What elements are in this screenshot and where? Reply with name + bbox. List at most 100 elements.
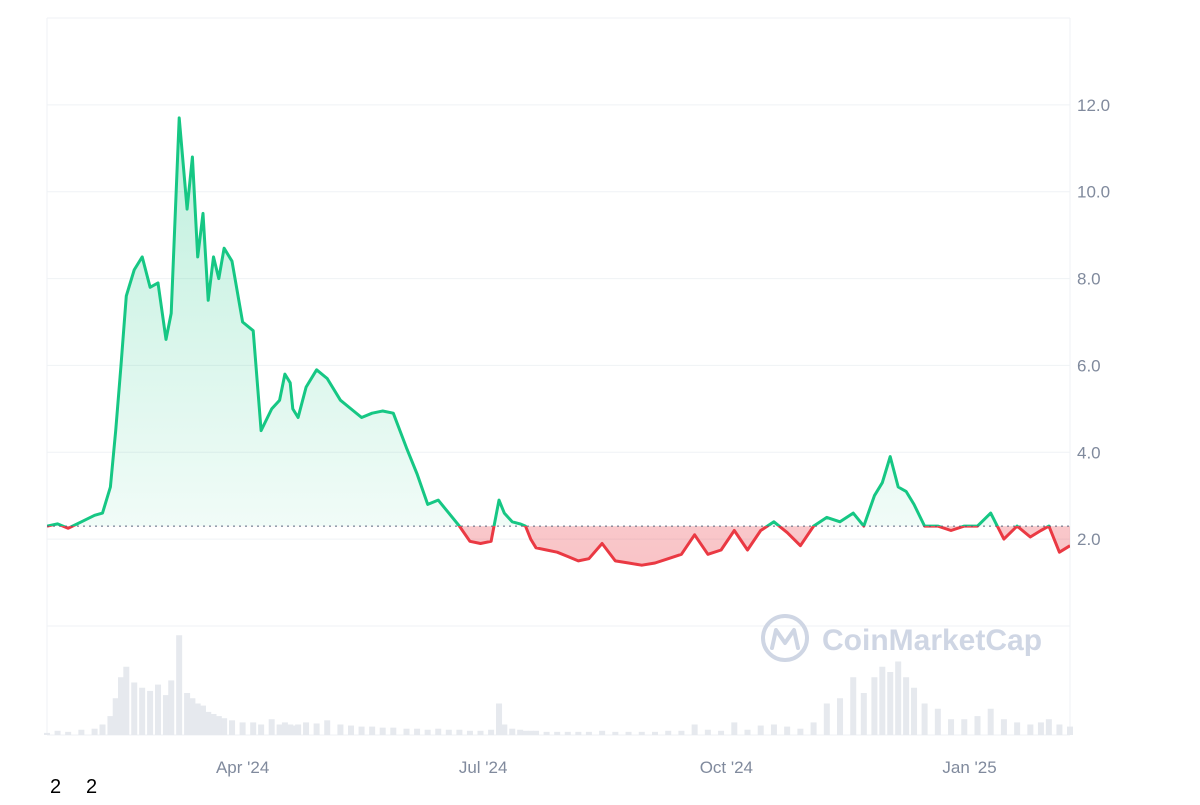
data-point[interactable]	[304, 385, 308, 389]
data-point[interactable]	[391, 411, 395, 415]
data-point[interactable]	[1015, 524, 1019, 528]
data-point[interactable]	[447, 511, 451, 515]
data-point[interactable]	[1068, 544, 1072, 548]
data-point[interactable]	[838, 520, 842, 524]
data-point[interactable]	[283, 372, 287, 376]
data-point[interactable]	[108, 485, 112, 489]
data-point[interactable]	[640, 563, 644, 567]
data-point[interactable]	[230, 259, 234, 263]
data-point[interactable]	[880, 481, 884, 485]
data-point[interactable]	[479, 542, 483, 546]
data-point[interactable]	[706, 552, 710, 556]
data-point[interactable]	[436, 498, 440, 502]
price-line-up[interactable]	[47, 116, 1070, 565]
data-point[interactable]	[124, 294, 128, 298]
data-point[interactable]	[56, 522, 60, 526]
data-point[interactable]	[719, 548, 723, 552]
data-point[interactable]	[627, 561, 631, 565]
data-point[interactable]	[426, 502, 430, 506]
data-point[interactable]	[370, 411, 374, 415]
data-point[interactable]	[288, 381, 292, 385]
data-point[interactable]	[989, 511, 993, 515]
data-point[interactable]	[545, 548, 549, 552]
data-point[interactable]	[278, 398, 282, 402]
data-point[interactable]	[576, 559, 580, 563]
data-point[interactable]	[759, 529, 763, 533]
data-point[interactable]	[772, 520, 776, 524]
data-point[interactable]	[851, 511, 855, 515]
data-point[interactable]	[206, 298, 210, 302]
data-point[interactable]	[524, 524, 528, 528]
data-point[interactable]	[1028, 535, 1032, 539]
data-point[interactable]	[1002, 537, 1006, 541]
data-point[interactable]	[93, 513, 97, 517]
data-point[interactable]	[587, 557, 591, 561]
data-point[interactable]	[196, 255, 200, 259]
data-point[interactable]	[119, 363, 123, 367]
data-point[interactable]	[201, 211, 205, 215]
data-point[interactable]	[904, 489, 908, 493]
data-point[interactable]	[114, 429, 118, 433]
data-point[interactable]	[291, 407, 295, 411]
data-point[interactable]	[177, 116, 181, 120]
data-point[interactable]	[1039, 529, 1043, 533]
data-point[interactable]	[732, 529, 736, 533]
data-point[interactable]	[888, 455, 892, 459]
data-point[interactable]	[190, 155, 194, 159]
data-point[interactable]	[489, 539, 493, 543]
data-point[interactable]	[156, 281, 160, 285]
data-point[interactable]	[693, 533, 697, 537]
data-point[interactable]	[502, 511, 506, 515]
data-point[interactable]	[457, 524, 461, 528]
data-point[interactable]	[164, 337, 168, 341]
data-point[interactable]	[497, 498, 501, 502]
data-point[interactable]	[510, 520, 514, 524]
data-point[interactable]	[529, 537, 533, 541]
data-point[interactable]	[679, 552, 683, 556]
data-point[interactable]	[1057, 550, 1061, 554]
data-point[interactable]	[566, 555, 570, 559]
data-point[interactable]	[241, 320, 245, 324]
data-point[interactable]	[405, 446, 409, 450]
data-point[interactable]	[534, 546, 538, 550]
data-point[interactable]	[555, 550, 559, 554]
data-point[interactable]	[896, 485, 900, 489]
data-point[interactable]	[101, 511, 105, 515]
data-point[interactable]	[140, 255, 144, 259]
data-point[interactable]	[212, 255, 216, 259]
data-point[interactable]	[325, 377, 329, 381]
data-point[interactable]	[259, 429, 263, 433]
data-point[interactable]	[798, 544, 802, 548]
data-point[interactable]	[251, 329, 255, 333]
data-point[interactable]	[785, 531, 789, 535]
data-point[interactable]	[949, 529, 953, 533]
data-point[interactable]	[912, 502, 916, 506]
price-line[interactable]	[45, 116, 1072, 567]
data-point[interactable]	[600, 542, 604, 546]
data-point[interactable]	[66, 526, 70, 530]
data-point[interactable]	[217, 277, 221, 281]
data-point[interactable]	[222, 246, 226, 250]
data-point[interactable]	[746, 548, 750, 552]
data-point[interactable]	[468, 539, 472, 543]
data-point[interactable]	[518, 522, 522, 526]
price-line-down[interactable]	[47, 118, 1070, 567]
data-point[interactable]	[270, 407, 274, 411]
data-point[interactable]	[360, 416, 364, 420]
data-point[interactable]	[381, 409, 385, 413]
data-point[interactable]	[825, 515, 829, 519]
data-point[interactable]	[666, 557, 670, 561]
data-point[interactable]	[415, 472, 419, 476]
data-point[interactable]	[148, 285, 152, 289]
data-point[interactable]	[653, 561, 657, 565]
data-point[interactable]	[132, 268, 136, 272]
data-point[interactable]	[79, 520, 83, 524]
data-point[interactable]	[315, 368, 319, 372]
data-point[interactable]	[872, 494, 876, 498]
data-point[interactable]	[296, 416, 300, 420]
data-point[interactable]	[349, 407, 353, 411]
data-point[interactable]	[338, 398, 342, 402]
data-point[interactable]	[169, 311, 173, 315]
